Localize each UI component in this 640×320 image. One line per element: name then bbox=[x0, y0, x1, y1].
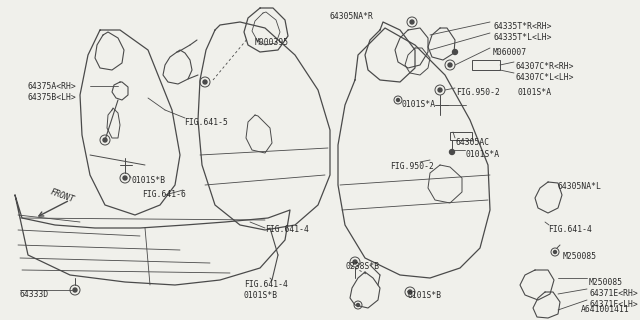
Circle shape bbox=[103, 138, 107, 142]
Text: 64333D: 64333D bbox=[20, 290, 49, 299]
Circle shape bbox=[449, 149, 454, 155]
Bar bbox=[450, 132, 472, 140]
Text: FIG.950-2: FIG.950-2 bbox=[456, 88, 500, 97]
Circle shape bbox=[410, 20, 414, 24]
Text: FIG.950-2: FIG.950-2 bbox=[390, 162, 434, 171]
Text: FIG.641-4: FIG.641-4 bbox=[244, 280, 288, 289]
Text: 64307C*R<RH>: 64307C*R<RH> bbox=[516, 62, 575, 71]
Text: 0101S*B: 0101S*B bbox=[407, 291, 441, 300]
Text: 64305NA*R: 64305NA*R bbox=[330, 12, 374, 21]
Circle shape bbox=[356, 303, 360, 307]
Circle shape bbox=[73, 288, 77, 292]
Text: M060007: M060007 bbox=[493, 48, 527, 57]
Text: 0101S*A: 0101S*A bbox=[402, 100, 436, 109]
Text: FIG.641-4: FIG.641-4 bbox=[265, 225, 309, 234]
Text: 64335T*R<RH>: 64335T*R<RH> bbox=[493, 22, 552, 31]
Text: M000395: M000395 bbox=[255, 38, 289, 47]
Text: 0101S*B: 0101S*B bbox=[244, 291, 278, 300]
Text: M250085: M250085 bbox=[563, 252, 597, 261]
Circle shape bbox=[438, 88, 442, 92]
Text: A641001411: A641001411 bbox=[581, 305, 630, 314]
Circle shape bbox=[554, 251, 557, 253]
Text: 64375B<LH>: 64375B<LH> bbox=[28, 93, 77, 102]
Text: 64375A<RH>: 64375A<RH> bbox=[28, 82, 77, 91]
Text: 64371E<RH>: 64371E<RH> bbox=[589, 289, 637, 298]
Circle shape bbox=[397, 99, 399, 101]
Text: 0101S*A: 0101S*A bbox=[517, 88, 551, 97]
Text: M250085: M250085 bbox=[589, 278, 623, 287]
Text: FIG.641-4: FIG.641-4 bbox=[548, 225, 592, 234]
Circle shape bbox=[448, 63, 452, 67]
Text: FRONT: FRONT bbox=[49, 188, 76, 204]
Text: FIG.641-5: FIG.641-5 bbox=[184, 118, 228, 127]
Text: 64371F<LH>: 64371F<LH> bbox=[589, 300, 637, 309]
Text: FIG.641-6: FIG.641-6 bbox=[142, 190, 186, 199]
Text: 64305NA*L: 64305NA*L bbox=[558, 182, 602, 191]
Circle shape bbox=[452, 50, 458, 54]
Text: 0238S*B: 0238S*B bbox=[345, 262, 379, 271]
Text: 64305AC: 64305AC bbox=[456, 138, 490, 147]
Bar bbox=[472, 60, 500, 70]
Text: 0101S*A: 0101S*A bbox=[466, 150, 500, 159]
Circle shape bbox=[408, 290, 412, 294]
Text: 0101S*B: 0101S*B bbox=[131, 176, 165, 185]
Circle shape bbox=[123, 176, 127, 180]
Circle shape bbox=[353, 260, 357, 264]
Text: 64335T*L<LH>: 64335T*L<LH> bbox=[493, 33, 552, 42]
Circle shape bbox=[203, 80, 207, 84]
Text: 64307C*L<LH>: 64307C*L<LH> bbox=[516, 73, 575, 82]
